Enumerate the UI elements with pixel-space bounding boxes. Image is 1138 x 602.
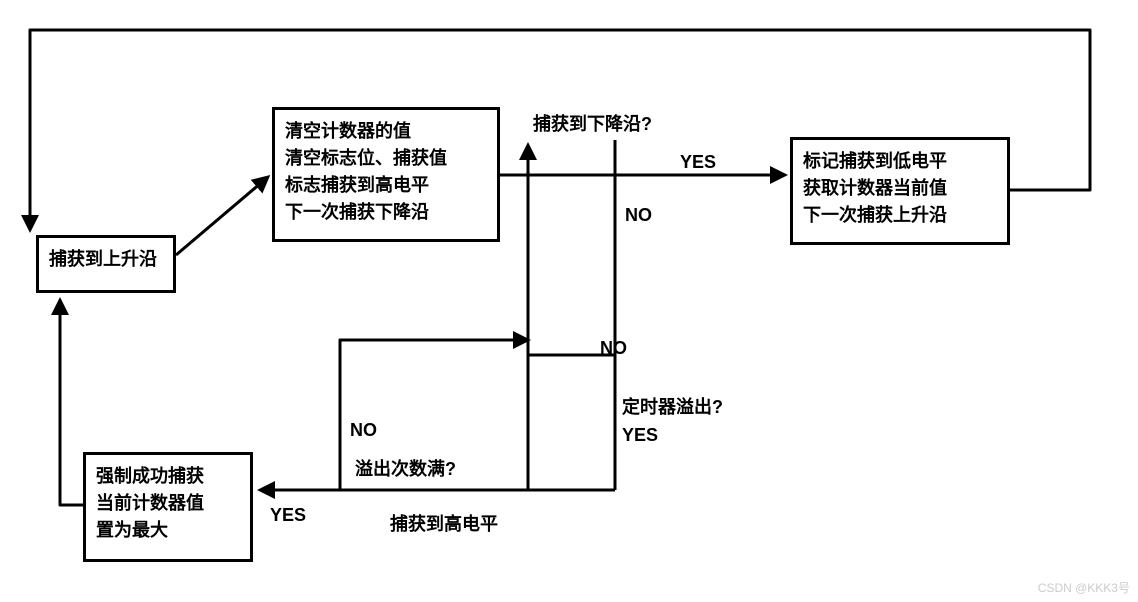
node-line: 当前计数器值 (96, 490, 240, 517)
node-line: 清空标志位、捕获值 (285, 145, 487, 172)
node-force-capture: 强制成功捕获当前计数器值置为最大 (83, 452, 253, 562)
node-line: 下一次捕获下降沿 (285, 199, 487, 226)
node-line: 下一次捕获上升沿 (803, 202, 997, 229)
label-captured-high-level: 捕获到高电平 (390, 510, 498, 536)
label-yes-count: YES (270, 505, 306, 526)
label-no-count: NO (350, 420, 377, 441)
node-line: 标志捕获到高电平 (285, 172, 487, 199)
node-capture-low-level: 标记捕获到低电平获取计数器当前值下一次捕获上升沿 (790, 137, 1010, 245)
node-line: 清空计数器的值 (285, 118, 487, 145)
label-question-timer-overflow: 定时器溢出? (622, 393, 723, 419)
watermark: CSDN @KKK3号 (1038, 579, 1130, 596)
node-clear-counter: 清空计数器的值清空标志位、捕获值标志捕获到高电平下一次捕获下降沿 (272, 107, 500, 242)
node-line: 捕获到上升沿 (49, 246, 163, 273)
label-yes-timer: YES (622, 425, 658, 446)
node-line: 标记捕获到低电平 (803, 148, 997, 175)
label-question-falling-edge: 捕获到下降沿? (533, 110, 652, 136)
node-line: 置为最大 (96, 517, 240, 544)
label-no-falling: NO (625, 205, 652, 226)
node-capture-rising-edge: 捕获到上升沿 (36, 235, 176, 293)
label-question-overflow-count: 溢出次数满? (355, 455, 456, 481)
node-line: 强制成功捕获 (96, 463, 240, 490)
label-yes-falling: YES (680, 152, 716, 173)
node-line: 获取计数器当前值 (803, 175, 997, 202)
label-no-overflow: NO (600, 338, 627, 359)
